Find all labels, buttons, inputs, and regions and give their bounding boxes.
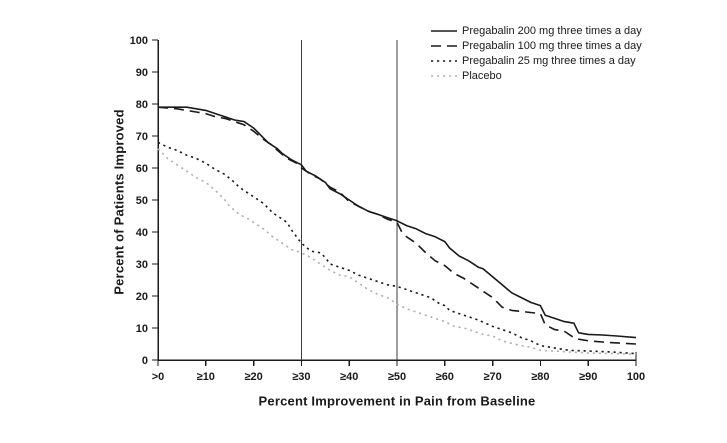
y-tick-label: 30 bbox=[136, 259, 148, 271]
legend-label: Pregabalin 100 mg three times a day bbox=[462, 39, 642, 52]
y-tick-label: 50 bbox=[136, 195, 148, 207]
x-tick-label: ≥70 bbox=[483, 371, 501, 383]
y-tick-label: 0 bbox=[142, 355, 148, 367]
legend-label: Pregabalin 25 mg three times a day bbox=[462, 54, 636, 67]
y-tick-label: 100 bbox=[130, 35, 148, 47]
legend-dashed-line-icon bbox=[431, 44, 457, 47]
y-tick-label: 60 bbox=[136, 163, 148, 175]
legend-label: Pregabalin 200 mg three times a day bbox=[462, 24, 642, 37]
y-tick-label: 40 bbox=[136, 227, 148, 239]
x-tick-label: ≥90 bbox=[579, 371, 597, 383]
y-tick-label: 10 bbox=[136, 323, 148, 335]
legend-item-pregabalin-200: Pregabalin 200 mg three times a day bbox=[431, 23, 642, 38]
y-tick-label: 80 bbox=[136, 99, 148, 111]
x-tick-label: ≥40 bbox=[340, 371, 358, 383]
y-axis-title: Percent of Patients Improved bbox=[111, 109, 127, 295]
legend-dotted-line-icon bbox=[431, 59, 457, 62]
x-tick-label: ≥60 bbox=[436, 371, 454, 383]
legend-item-pregabalin-100: Pregabalin 100 mg three times a day bbox=[431, 38, 642, 53]
series-line-3 bbox=[157, 148, 637, 355]
y-tick-label: 90 bbox=[136, 67, 148, 79]
y-tick-label: 70 bbox=[136, 131, 148, 143]
series-line-0 bbox=[158, 106, 637, 339]
x-tick-label: ≥80 bbox=[531, 371, 549, 383]
series-line-1 bbox=[157, 106, 637, 345]
legend-gray-dotted-line-icon bbox=[431, 74, 457, 77]
legend: Pregabalin 200 mg three times a day Preg… bbox=[431, 23, 642, 83]
x-axis-title: Percent Improvement in Pain from Baselin… bbox=[258, 393, 536, 409]
x-tick-label: ≥50 bbox=[388, 371, 406, 383]
legend-solid-line-icon bbox=[431, 29, 457, 32]
legend-item-pregabalin-25: Pregabalin 25 mg three times a day bbox=[431, 53, 642, 68]
x-tick-label: >0 bbox=[152, 371, 165, 383]
x-tick-label: ≥10 bbox=[197, 371, 215, 383]
legend-item-placebo: Placebo bbox=[431, 68, 642, 83]
x-tick-label: ≥30 bbox=[292, 371, 310, 383]
x-tick-label: 100 bbox=[627, 371, 645, 383]
x-tick-label: ≥20 bbox=[244, 371, 262, 383]
y-tick-label: 20 bbox=[136, 291, 148, 303]
legend-label: Placebo bbox=[462, 69, 502, 82]
